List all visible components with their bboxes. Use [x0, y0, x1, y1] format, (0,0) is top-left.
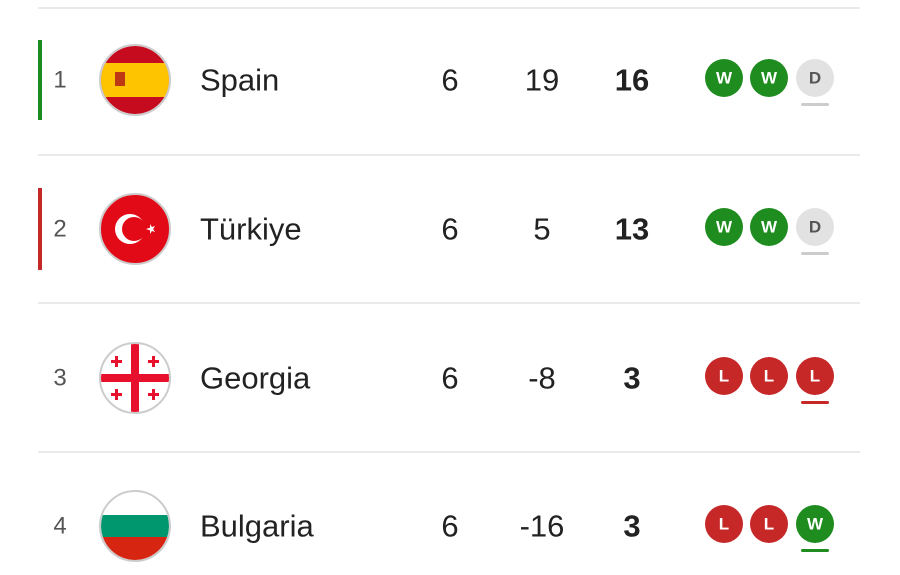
team-name: Spain	[200, 63, 279, 98]
latest-marker	[801, 103, 829, 106]
played: 6	[441, 361, 458, 396]
played: 6	[441, 212, 458, 247]
team-name: Bulgaria	[200, 509, 314, 544]
row[interactable]: 2 Türkiye 6 5 13 W W D	[38, 188, 834, 270]
flag	[99, 193, 171, 265]
qualification-bar	[38, 188, 42, 270]
position: 4	[53, 513, 66, 540]
position: 1	[53, 67, 66, 94]
latest-marker	[801, 401, 829, 404]
team-name: Georgia	[200, 361, 311, 396]
form-badge	[796, 357, 834, 395]
flag	[99, 490, 171, 562]
team-name: Türkiye	[200, 212, 302, 247]
row[interactable]: 1 Spain 6 19 16 W W D	[38, 40, 834, 120]
goal-difference: -8	[528, 361, 556, 396]
points: 3	[623, 361, 640, 396]
form-result: L	[764, 515, 774, 534]
form-result: W	[716, 218, 733, 237]
position: 2	[53, 216, 66, 243]
form-badge	[750, 208, 788, 246]
form-result: L	[719, 515, 729, 534]
qualification-bar	[38, 40, 42, 120]
form-result: D	[809, 218, 821, 237]
form-badge	[705, 505, 743, 543]
form-result: L	[764, 367, 774, 386]
goal-difference: 19	[525, 63, 559, 98]
form-badge	[796, 505, 834, 543]
form-badge	[796, 59, 834, 97]
form-result: W	[716, 69, 733, 88]
form-badge	[750, 59, 788, 97]
flag	[99, 342, 171, 414]
form-badge	[705, 59, 743, 97]
form-result: L	[719, 367, 729, 386]
form-badge	[750, 357, 788, 395]
row[interactable]: 3 Georgia 6 -8 3 L L L	[53, 342, 834, 414]
form-badge	[750, 505, 788, 543]
form-result: D	[809, 69, 821, 88]
played: 6	[441, 63, 458, 98]
row[interactable]: 4 Bulgaria 6 -16 3 L L W	[53, 490, 834, 562]
played: 6	[441, 509, 458, 544]
goal-difference: 5	[533, 212, 550, 247]
points: 13	[615, 212, 649, 247]
points: 3	[623, 509, 640, 544]
flag	[99, 44, 171, 116]
form-result: L	[810, 367, 820, 386]
form-result: W	[761, 69, 778, 88]
position: 3	[53, 365, 66, 392]
form-badge	[705, 357, 743, 395]
latest-marker	[801, 549, 829, 552]
form-result: W	[807, 515, 824, 534]
form-badge	[796, 208, 834, 246]
form-badge	[705, 208, 743, 246]
form-result: W	[761, 218, 778, 237]
goal-difference: -16	[520, 509, 565, 544]
latest-marker	[801, 252, 829, 255]
points: 16	[615, 63, 649, 98]
